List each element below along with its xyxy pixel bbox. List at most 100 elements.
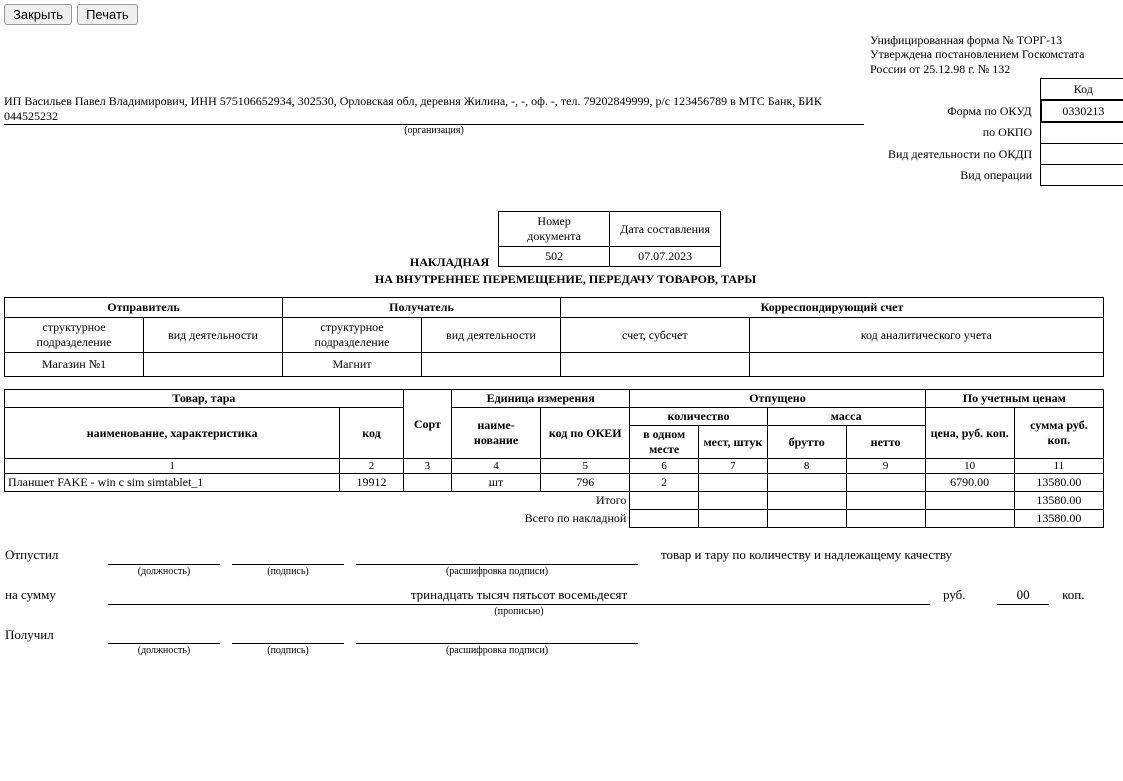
sent-sig (232, 546, 344, 564)
title-l2: НА ВНУТРЕННЕЕ ПЕРЕМЕЩЕНИЕ, ПЕРЕДАЧУ ТОВА… (4, 272, 1123, 287)
okud-value: 0330213 (1041, 100, 1123, 122)
item-unitname: шт (451, 474, 540, 492)
sent-row: Отпустил товар и тару по количеству и на… (4, 546, 1104, 578)
itogo-sum: 13580.00 (1014, 492, 1103, 510)
price-h: цена, руб. коп. (925, 408, 1014, 459)
recv-sig-hint: (подпись) (232, 644, 344, 658)
okpo-value (1041, 122, 1123, 144)
title-l1: НАКЛАДНАЯ (410, 255, 489, 270)
col-6: 6 (630, 459, 699, 474)
itogo-label: Итого (5, 492, 630, 510)
close-button[interactable]: Закрыть (4, 4, 72, 25)
item-net (846, 474, 925, 492)
unitname-h: наиме- нование (451, 408, 540, 459)
sent-decr-hint: (расшифровка подписи) (356, 564, 638, 578)
mass-h: масса (767, 408, 925, 426)
receiver-act-h: вид деятельности (422, 318, 561, 353)
col-1: 1 (5, 459, 340, 474)
codes-table: Код Форма по ОКУД 0330213 по ОКПО Вид де… (887, 78, 1123, 186)
goods-h: Товар, тара (5, 390, 404, 408)
col-11: 11 (1014, 459, 1103, 474)
analytic-h: код аналитического учета (749, 318, 1103, 353)
sum-h: сумма руб. коп. (1014, 408, 1103, 459)
kop-label: коп. (1061, 586, 1104, 605)
sender-h: Отправитель (5, 298, 283, 318)
recv-post-hint: (должность) (108, 644, 220, 658)
recv-post (108, 626, 220, 644)
name-h: наименование, характеристика (5, 408, 340, 459)
sender-subdiv-h: структурное подразделение (5, 318, 144, 353)
rub-label: руб. (942, 586, 985, 605)
sum-row: на сумму тринадцать тысяч пятьсот восемь… (4, 586, 1104, 618)
docdate-header: Дата составления (610, 212, 721, 247)
item-price: 6790.00 (925, 474, 1014, 492)
sent-sig-hint: (подпись) (232, 564, 344, 578)
item-row: Планшет FAKE - win c sim simtablet_1 199… (5, 474, 1104, 492)
qty-h: количество (630, 408, 767, 426)
approval-l2: Утверждена постановлением Госкомстата (870, 47, 1123, 61)
col-3: 3 (403, 459, 451, 474)
receiver-subdiv-h: структурное подразделение (283, 318, 422, 353)
col-10: 10 (925, 459, 1014, 474)
col-9: 9 (846, 459, 925, 474)
analytic-v (749, 353, 1103, 377)
item-qtyplaces (699, 474, 768, 492)
corr-h: Корреспондирующий счет (561, 298, 1104, 318)
code-header: Код (1041, 79, 1123, 101)
recv-decr (356, 626, 638, 644)
sent-decr (356, 546, 638, 564)
sent-post (108, 546, 220, 564)
docnum-header: Номер документа (499, 212, 610, 247)
item-sum: 13580.00 (1014, 474, 1103, 492)
receiver-name: Магнит (283, 353, 422, 377)
org-text: ИП Васильев Павел Владимирович, ИНН 5751… (4, 76, 864, 125)
org-hint: (организация) (4, 125, 864, 136)
approval-block: Унифицированная форма № ТОРГ-13 Утвержде… (870, 33, 1123, 76)
item-sort (403, 474, 451, 492)
receiver-h: Получатель (283, 298, 561, 318)
org-block: ИП Васильев Павел Владимирович, ИНН 5751… (4, 76, 864, 136)
sort-h: Сорт (403, 390, 451, 459)
recv-decr-hint: (расшифровка подписи) (356, 644, 638, 658)
toolbar: Закрыть Печать (4, 4, 1123, 25)
receiver-act (422, 353, 561, 377)
approval-l3: России от 25.12.98 г. № 132 (870, 62, 1123, 76)
colnum-row: 1 2 3 4 5 6 7 8 9 10 11 (5, 459, 1104, 474)
qtyone-h: в одном месте (630, 426, 699, 459)
account-h: счет, субсчет (561, 318, 750, 353)
okdp-label: Вид деятельности по ОКДП (887, 144, 1041, 165)
approval-l1: Унифицированная форма № ТОРГ-13 (870, 33, 1123, 47)
sent-tail: товар и тару по количеству и надлежащему… (660, 546, 1104, 564)
recv-row: Получил (должность) (подпись) (расшифров… (4, 626, 1104, 658)
sender-act (144, 353, 283, 377)
sent-post-hint: (должность) (108, 564, 220, 578)
net-h: нетто (846, 426, 925, 459)
item-name: Планшет FAKE - win c sim simtablet_1 (5, 474, 340, 492)
qtyplaces-h: мест, штук (699, 426, 768, 459)
docdate-value: 07.07.2023 (610, 247, 721, 267)
item-code: 19912 (340, 474, 404, 492)
okdp-value (1041, 144, 1123, 165)
oper-value (1041, 165, 1123, 186)
kop-value: 00 (997, 586, 1049, 605)
sender-act-h: вид деятельности (144, 318, 283, 353)
title-block: НАКЛАДНАЯ Номер документа Дата составлен… (4, 210, 1123, 287)
col-8: 8 (767, 459, 846, 474)
okud-label: Форма по ОКУД (887, 100, 1041, 122)
unit-h: Единица измерения (451, 390, 629, 408)
account-v (561, 353, 750, 377)
gross-h: брутто (767, 426, 846, 459)
col-5: 5 (541, 459, 630, 474)
unitcode-h: код по ОКЕИ (541, 408, 630, 459)
released-h: Отпущено (630, 390, 925, 408)
col-4: 4 (451, 459, 540, 474)
items-table: Товар, тара Сорт Единица измерения Отпущ… (4, 389, 1104, 528)
recv-sig (232, 626, 344, 644)
recv-label: Получил (4, 626, 86, 644)
code-h: код (340, 408, 404, 459)
vsego-label: Всего по накладной (5, 510, 630, 528)
okpo-label: по ОКПО (887, 122, 1041, 144)
print-button[interactable]: Печать (77, 4, 138, 25)
col-7: 7 (699, 459, 768, 474)
item-gross (767, 474, 846, 492)
